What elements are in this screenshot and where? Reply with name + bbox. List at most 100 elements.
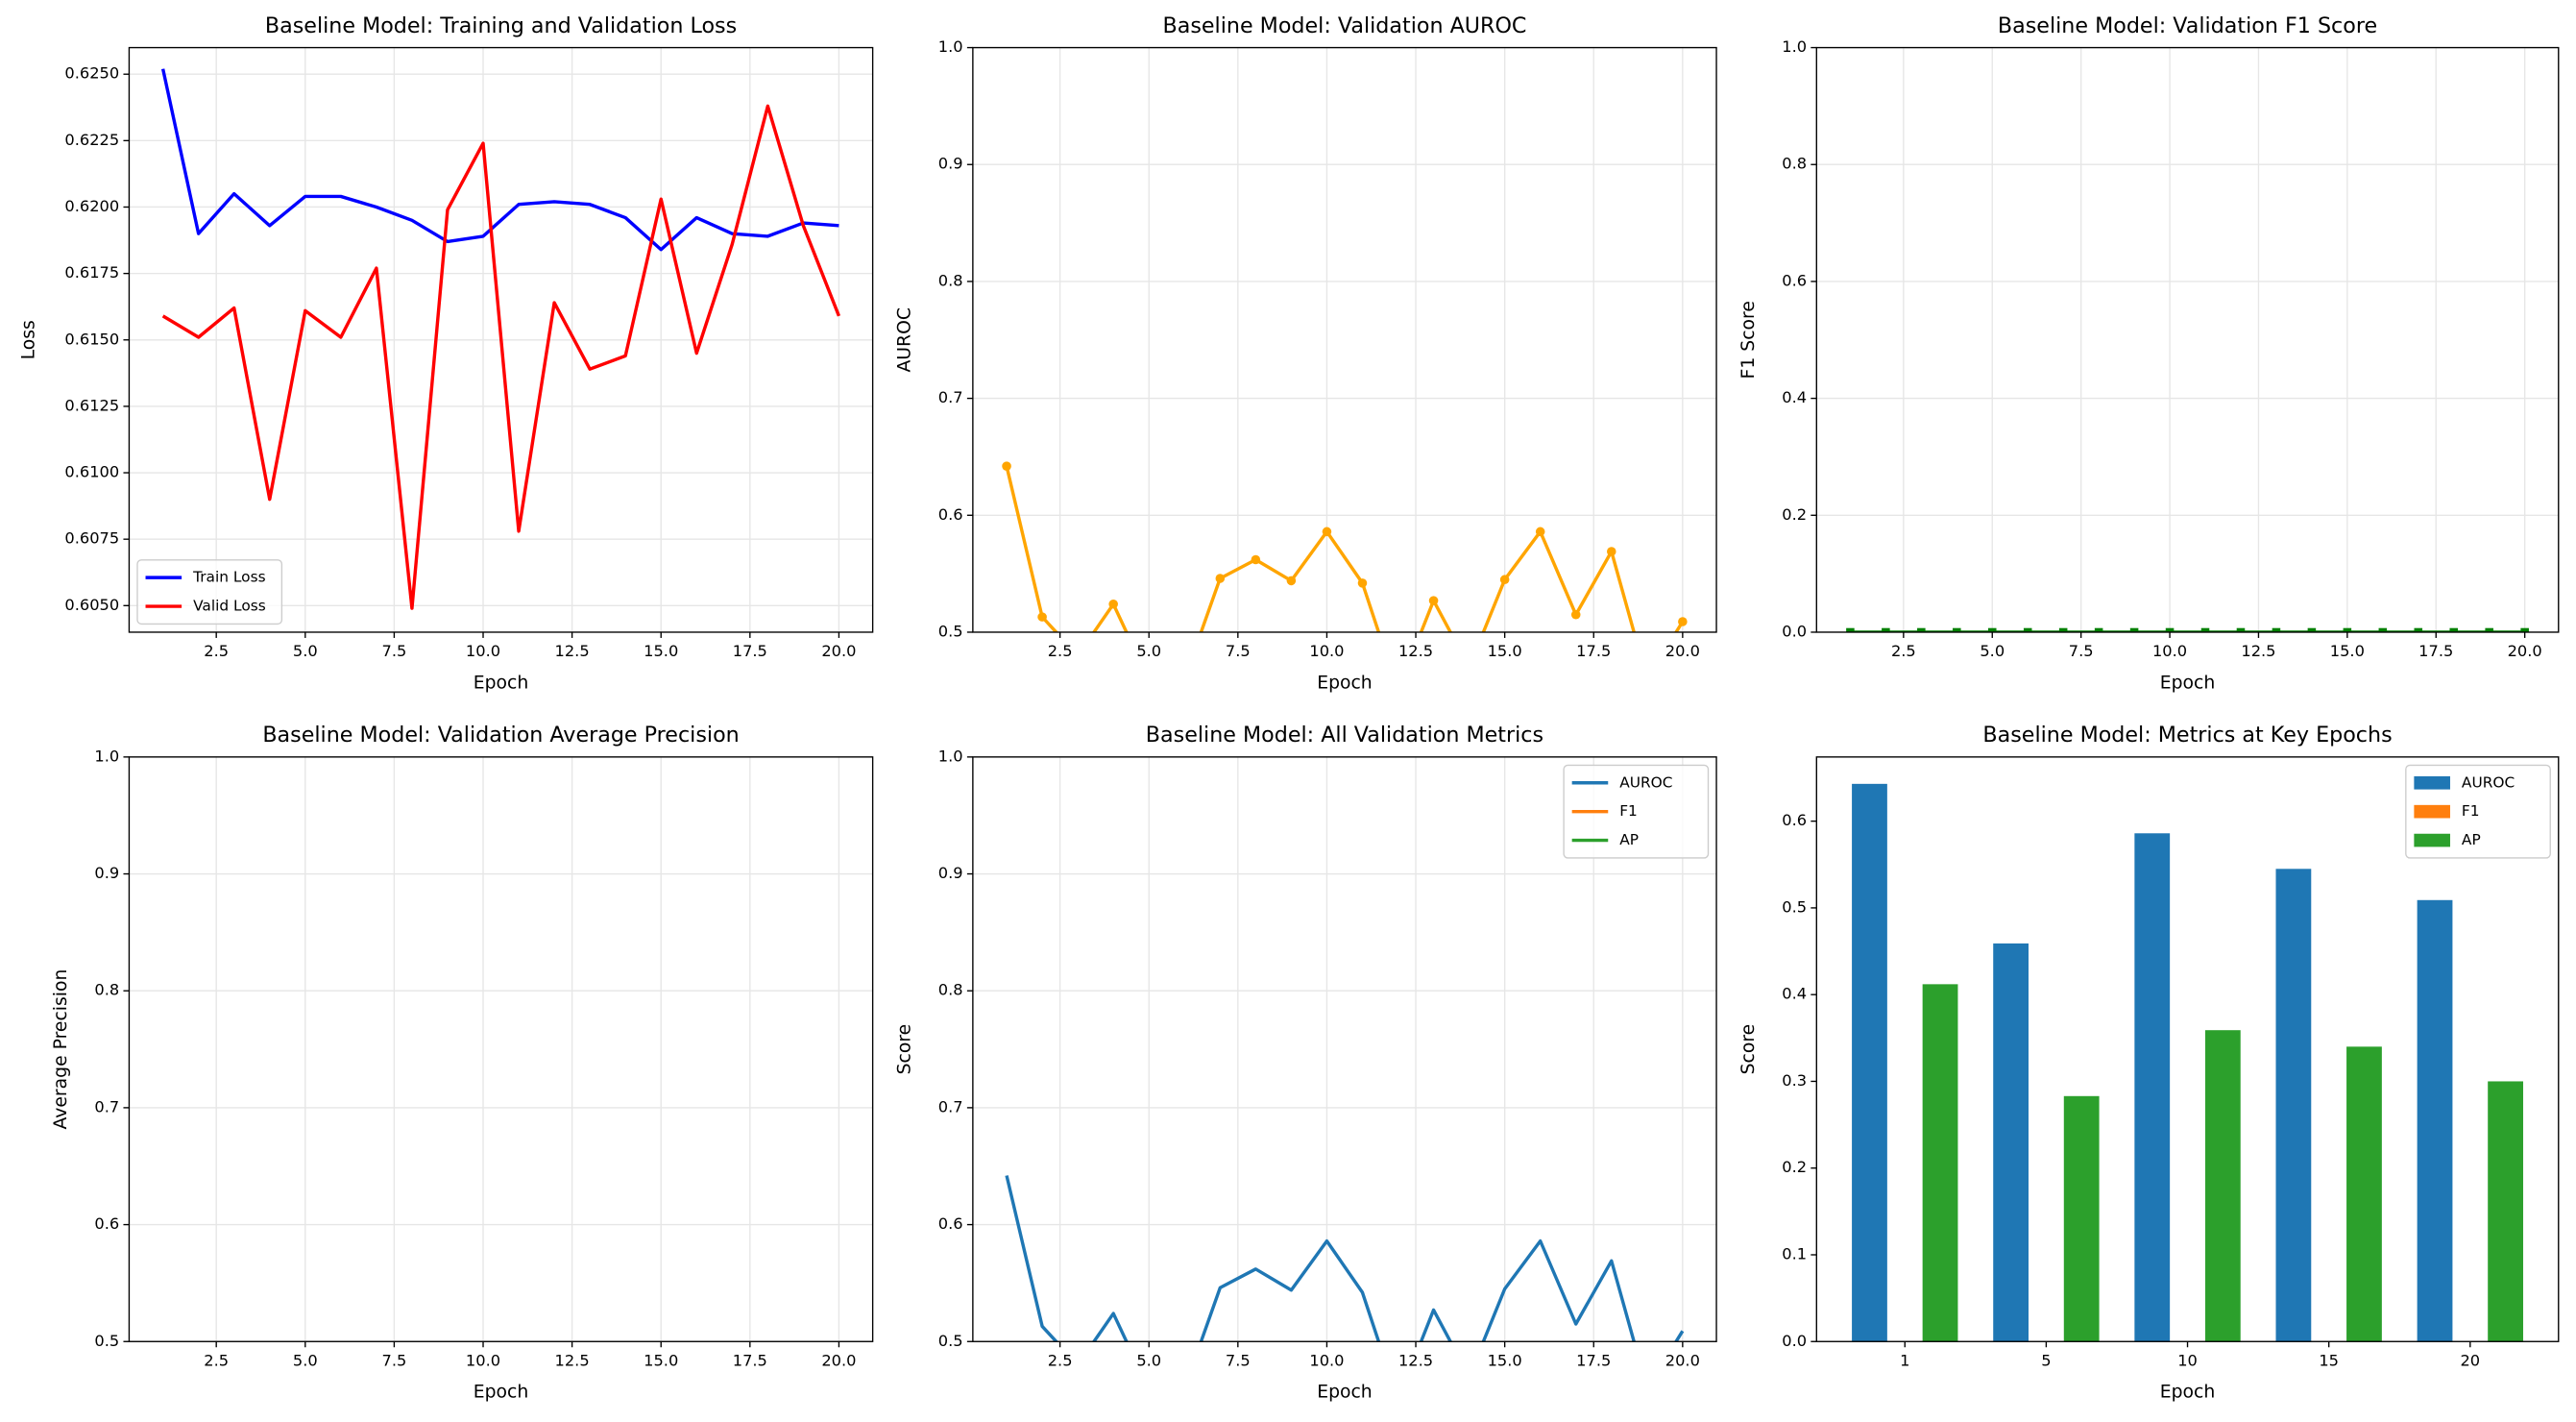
legend: AUROC F1 AP bbox=[1563, 764, 1710, 859]
x-tick-label: 12.5 bbox=[1398, 642, 1433, 660]
bar bbox=[2275, 869, 2312, 1342]
x-tick-label: 15.0 bbox=[644, 1351, 678, 1369]
x-tick-label: 10.0 bbox=[466, 1351, 500, 1369]
x-tick-label: 2.5 bbox=[1048, 642, 1073, 660]
x-tick-label: 7.5 bbox=[1226, 642, 1251, 660]
x-tick-label: 5.0 bbox=[1980, 642, 2005, 660]
chart-title: Baseline Model: Metrics at Key Epochs bbox=[1982, 723, 2392, 748]
x-tick-label: 2.5 bbox=[204, 642, 229, 660]
data-point bbox=[2165, 627, 2175, 632]
chart-title: Baseline Model: Validation F1 Score bbox=[1998, 13, 2377, 38]
x-tick-label: 17.5 bbox=[1576, 1351, 1611, 1369]
data-point bbox=[1002, 461, 1011, 471]
bar bbox=[2134, 833, 2171, 1342]
data-point bbox=[1917, 627, 1926, 632]
data-point bbox=[2449, 627, 2459, 632]
x-tick-label: 17.5 bbox=[733, 642, 767, 660]
data-point bbox=[1322, 527, 1332, 537]
y-tick-label: 0.6 bbox=[1782, 271, 1807, 289]
y-tick-label: 0.0 bbox=[1782, 1332, 1807, 1350]
plot-area bbox=[160, 68, 841, 610]
x-tick-label: 20.0 bbox=[821, 642, 856, 660]
data-point bbox=[1251, 554, 1261, 565]
x-tick-label: 12.5 bbox=[2241, 642, 2275, 660]
y-tick-label: 0.7 bbox=[938, 388, 963, 406]
chart-title: Baseline Model: Validation Average Preci… bbox=[262, 723, 739, 748]
x-tick-label: 2.5 bbox=[1048, 1351, 1073, 1369]
y-tick-label: 0.9 bbox=[938, 155, 963, 173]
x-tick-label: 5.0 bbox=[1136, 1351, 1161, 1369]
data-point bbox=[2094, 627, 2103, 632]
y-tick-label: 0.6250 bbox=[64, 64, 119, 83]
data-point bbox=[1987, 627, 1997, 632]
data-point bbox=[1073, 651, 1082, 661]
y-tick-label: 0.5 bbox=[94, 1332, 119, 1350]
data-point bbox=[2378, 627, 2388, 632]
data-line bbox=[1005, 1175, 1685, 1342]
y-axis-label: AUROC bbox=[894, 307, 914, 373]
x-tick-label: 10.0 bbox=[1309, 642, 1344, 660]
x-tick-label: 12.5 bbox=[555, 1351, 590, 1369]
x-tick-label: 15.0 bbox=[1488, 642, 1522, 660]
legend-swatch bbox=[2414, 804, 2450, 819]
y-tick-label: 0.0 bbox=[1782, 622, 1807, 640]
x-axis-label: Epoch bbox=[474, 673, 529, 693]
y-tick-label: 1.0 bbox=[1782, 37, 1807, 56]
x-tick-label: 17.5 bbox=[1576, 642, 1611, 660]
chart-title: Baseline Model: All Validation Metrics bbox=[1146, 723, 1543, 748]
y-tick-label: 1.0 bbox=[938, 37, 963, 56]
y-tick-label: 0.7 bbox=[938, 1097, 963, 1116]
subplot: 0.5 0.6 0.7 0.8 0.9 1.0 2.5 5.0 7.5 10.0 12.5 15.0 1… bbox=[51, 723, 874, 1403]
data-point bbox=[2058, 627, 2068, 632]
y-tick-label: 0.6050 bbox=[64, 596, 119, 614]
y-axis-label: F1 Score bbox=[1738, 301, 1759, 379]
data-point bbox=[1606, 547, 1616, 556]
legend-swatch bbox=[2414, 775, 2450, 790]
x-tick-label: 2.5 bbox=[1891, 642, 1916, 660]
y-tick-label: 0.8 bbox=[938, 271, 963, 289]
x-tick-label: 7.5 bbox=[382, 1351, 407, 1369]
y-tick-label: 0.4 bbox=[1782, 985, 1807, 1003]
chart-title: Baseline Model: Validation AUROC bbox=[1162, 13, 1526, 38]
legend-label: Valid Loss bbox=[193, 598, 266, 615]
x-tick-label: 2.5 bbox=[204, 1351, 229, 1369]
legend-label: F1 bbox=[2462, 802, 2480, 820]
data-point bbox=[2414, 627, 2423, 632]
x-tick-label: 10.0 bbox=[1309, 1351, 1344, 1369]
bar bbox=[2346, 1046, 2382, 1342]
data-point bbox=[1465, 663, 1474, 673]
legend-label: AP bbox=[1619, 831, 1639, 848]
data-point bbox=[2307, 627, 2317, 632]
data-line bbox=[1005, 465, 1685, 632]
legend-label: Train Loss bbox=[192, 569, 266, 586]
data-point bbox=[1570, 609, 1581, 620]
plot-area bbox=[1852, 783, 2523, 1342]
x-tick-label: 10.0 bbox=[466, 642, 500, 660]
y-tick-label: 1.0 bbox=[938, 747, 963, 765]
data-point bbox=[1286, 576, 1297, 586]
subplot: 0.0 0.2 0.4 0.6 0.8 1.0 2.5 5.0 7.5 10.0 12.5 15.0 1… bbox=[1738, 13, 2560, 693]
data-point bbox=[1179, 674, 1189, 684]
x-tick-label: 20.0 bbox=[1665, 642, 1700, 660]
x-tick-label: 5 bbox=[2041, 1351, 2051, 1369]
y-tick-label: 0.2 bbox=[1782, 1158, 1807, 1176]
bar bbox=[1993, 943, 2029, 1342]
y-tick-label: 0.5 bbox=[938, 1332, 963, 1350]
legend: AUROC F1 AP bbox=[2405, 764, 2551, 859]
y-tick-label: 0.6125 bbox=[64, 396, 119, 414]
data-point bbox=[1144, 675, 1154, 685]
y-tick-label: 0.6150 bbox=[64, 330, 119, 348]
y-tick-label: 0.8 bbox=[938, 981, 963, 999]
x-tick-label: 10 bbox=[2177, 1351, 2198, 1369]
y-tick-label: 0.3 bbox=[1782, 1071, 1807, 1090]
x-tick-label: 15 bbox=[2319, 1351, 2339, 1369]
y-tick-label: 0.6100 bbox=[64, 463, 119, 481]
y-axis-label: Average Precision bbox=[51, 969, 71, 1130]
x-axis-label: Epoch bbox=[2160, 673, 2216, 693]
data-point bbox=[1642, 674, 1652, 684]
y-tick-label: 0.6 bbox=[94, 1214, 119, 1233]
x-tick-label: 12.5 bbox=[1398, 1351, 1433, 1369]
